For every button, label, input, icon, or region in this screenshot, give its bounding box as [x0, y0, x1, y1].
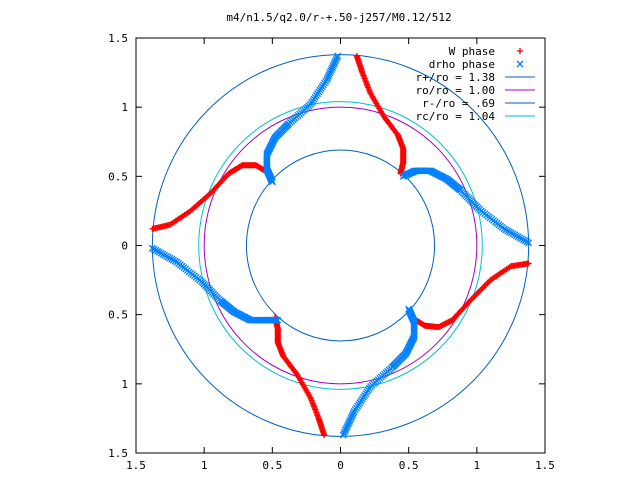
x-tick-label: 0 — [337, 459, 344, 472]
x-tick-label: 1.5 — [126, 459, 146, 472]
legend-label: W phase — [449, 45, 495, 58]
y-tick-label: 0.5 — [108, 170, 128, 183]
arm-2 — [339, 305, 418, 439]
y-tick-label: 0 — [121, 240, 128, 253]
data-point — [268, 178, 276, 186]
x-tick-label: 1.5 — [535, 459, 555, 472]
data-point — [399, 172, 407, 180]
x-tick-label: 0.5 — [399, 459, 419, 472]
y-tick-label: 1 — [121, 101, 128, 114]
radius-circles — [151, 54, 530, 437]
series-w-phase — [149, 52, 532, 439]
legend-swatch — [516, 60, 524, 68]
legend-swatch — [517, 48, 523, 54]
arm-0 — [263, 52, 342, 186]
series-drho-phase — [148, 52, 533, 439]
x-tick-label: 1 — [201, 459, 208, 472]
arm-3 — [148, 244, 282, 324]
phase-series — [148, 52, 533, 439]
y-tick-label: 1 — [121, 378, 128, 391]
arm-2 — [408, 260, 532, 331]
arm-3 — [272, 314, 328, 439]
legend-label: ro/ro = 1.00 — [416, 84, 495, 97]
data-point — [274, 316, 282, 324]
legend-label: r-/ro = .69 — [422, 97, 495, 110]
y-tick-label: 1.5 — [108, 447, 128, 460]
legend-label: r+/ro = 1.38 — [416, 71, 495, 84]
y-tick-label: 1.5 — [108, 32, 128, 45]
y-tick-label: 0.5 — [108, 309, 128, 322]
chart-title: m4/n1.5/q2.0/r-+.50-j257/M0.12/512 — [226, 11, 451, 24]
circle-1 — [203, 106, 478, 385]
axis-ticks: 1.5 1 0.5 0 0.5 1 1.51.510.500.511.5 — [108, 32, 555, 472]
legend-label: drho phase — [429, 58, 495, 71]
x-tick-label: 0.5 — [262, 459, 282, 472]
arm-1 — [353, 52, 407, 177]
data-point — [405, 305, 413, 313]
arm-1 — [399, 167, 533, 247]
circle-3 — [198, 101, 483, 390]
circle-2 — [245, 149, 436, 342]
arm-0 — [149, 162, 273, 232]
x-tick-label: 1 — [474, 459, 481, 472]
circle-0 — [151, 54, 530, 437]
legend-label: rc/ro = 1.04 — [416, 110, 496, 123]
